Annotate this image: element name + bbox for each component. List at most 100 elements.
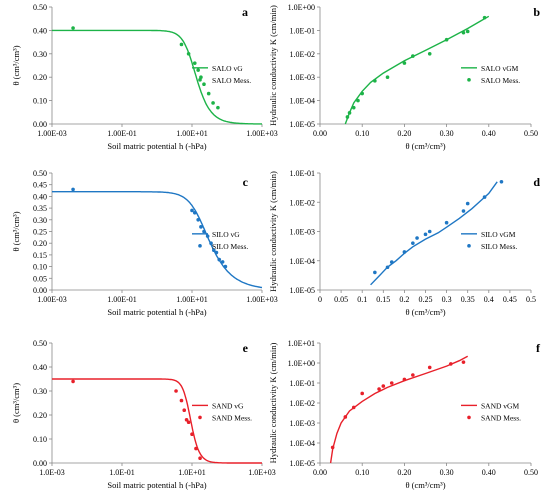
data-point [402,61,407,65]
y-tick-label: 1.0E-04 [289,97,315,106]
data-point [330,445,335,450]
data-point [381,384,386,388]
legend-point-swatch [198,244,202,248]
data-point [206,91,211,96]
y-tick-label: 0.30 [33,387,47,396]
x-tick-label: 0.4 [484,295,494,304]
x-axis-label: θ (cm³/cm³) [405,480,445,490]
y-tick-label: 0.00 [33,286,47,295]
x-tick-label: 0.1 [357,295,367,304]
y-axis-label: Hydraulic conductivity K (cm/min) [268,343,278,464]
data-point [220,260,225,264]
data-point [347,111,352,115]
chart-panel-e: 0.00 0.10 0.20 0.30 0.40 0.50 1.0E-03 1.0E-01 1.… [11,339,276,490]
data-point [345,115,350,119]
legend-point-swatch [467,78,471,82]
data-point [411,373,415,377]
data-point [192,61,197,65]
data-point [356,98,360,103]
x-tick-label: 1.00E-01 [107,295,137,304]
data-point [461,209,466,213]
x-tick-label: 0.25 [419,295,433,304]
y-tick-label: 0.50 [33,3,47,12]
data-point [402,377,407,382]
legend-entry: SILO Mess. [481,242,517,251]
data-point [482,15,487,20]
data-point [192,210,197,215]
y-tick-label: 1.0E-05 [289,286,315,295]
data-point [186,420,191,425]
y-tick-label: 0.20 [33,239,47,248]
panel-label: d [533,175,540,189]
data-point [343,415,348,419]
x-tick-label: 0.3 [442,295,452,304]
data-point [223,264,228,269]
x-tick-label: 1.00E-03 [37,129,67,138]
legend-point-swatch [467,415,471,420]
legend-point-swatch [467,244,471,248]
data-point [190,432,194,437]
y-tick-label: 1.0E-03 [289,228,315,237]
y-tick-label: 0.05 [33,274,47,283]
y-tick-label: 1.0E-03 [289,419,315,428]
panel-label: b [533,5,540,19]
y-tick-label: 1.0E-02 [289,198,315,207]
x-axis-label: θ (cm³/cm³) [405,307,445,317]
y-tick-label: 0.25 [33,228,47,237]
x-tick-label: 0 [318,295,322,304]
data-point [202,82,206,87]
x-tick-label: 1.0E+01 [178,468,205,477]
panel-label: c [243,175,249,189]
data-point [174,389,178,393]
panel-label: a [242,5,248,19]
series-line [52,378,262,464]
chart-panel-d: 1.0E-05 1.0E-04 1.0E-03 1.0E-02 1.0E-01 0 0.05… [268,169,540,317]
series-line [344,15,490,125]
y-tick-label: 0.00 [33,120,47,129]
y-tick-label: 0.40 [33,26,47,35]
y-axis-label: θ (cm³/cm³) [11,383,21,423]
y-tick-label: 1.0E-05 [289,120,315,129]
data-point [184,418,189,422]
x-tick-label: 0.50 [524,129,538,138]
x-axis-label: θ (cm³/cm³) [405,141,445,151]
y-tick-label: 1.0E-04 [289,439,315,448]
data-point [444,220,449,225]
x-tick-label: 0.40 [482,129,496,138]
y-tick-label: 1.0E-01 [289,169,315,178]
data-point [71,26,75,30]
series-line [52,29,262,125]
data-point [211,101,215,105]
data-point [198,456,202,461]
data-point [499,180,504,184]
legend-entry: SALO vG [212,64,243,73]
series-line [329,355,469,464]
x-tick-label: 0.30 [440,468,454,477]
data-point [444,37,449,42]
y-tick-label: 0.35 [33,204,47,213]
data-point [427,52,432,56]
chart-panel-f: 1.0E-05 1.0E-04 1.0E-03 1.0E-02 1.0E-01 1.0E+… [268,339,541,490]
legend-point-swatch [198,78,202,82]
data-point [402,250,407,254]
y-tick-label: 1.0E-05 [289,459,315,468]
chart-panel-b: 1.0E-05 1.0E-04 1.0E-03 1.0E-02 1.0E-01 1.0E+… [268,3,540,151]
x-tick-label: 0.00 [313,468,327,477]
x-tick-label: 0.10 [355,468,369,477]
legend-entry: SALO Mess. [212,76,251,85]
y-tick-label: 0.00 [33,459,47,468]
data-point [216,105,220,110]
legend-entry: SALO Mess. [481,76,520,85]
legend-entry: SILO vG [212,230,240,239]
data-point [461,360,466,364]
data-point [214,250,219,255]
y-tick-label: 1.0E-01 [289,379,315,388]
data-point [351,105,356,110]
y-tick-label: 0.50 [33,169,47,178]
x-tick-label: 1.00E+03 [246,129,277,138]
chart-panel-a: 0.00 0.10 0.20 0.30 0.40 0.50 1.00E-03 1.00E-01… [11,3,278,151]
data-point [449,362,453,366]
x-tick-label: 0.05 [334,295,348,304]
x-tick-label: 0.2 [399,295,409,304]
x-tick-label: 0.20 [397,129,411,138]
